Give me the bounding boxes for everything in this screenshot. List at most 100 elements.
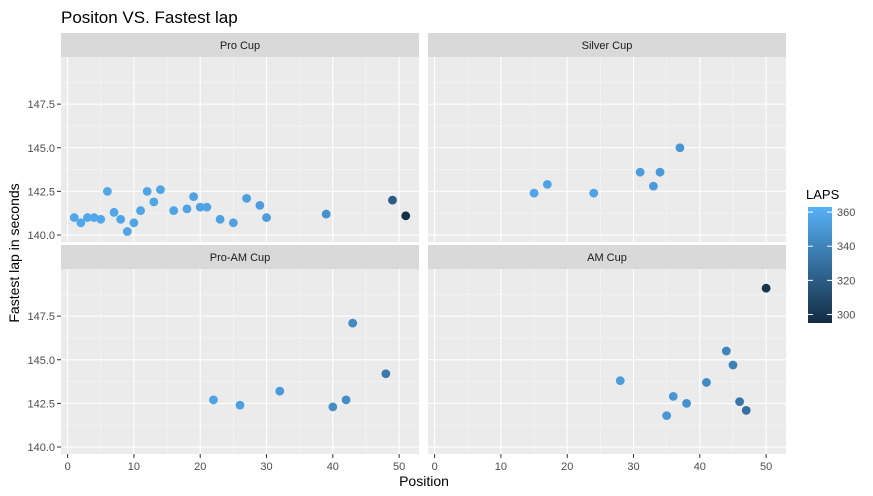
panel-background xyxy=(428,269,786,454)
x-tick-label: 0 xyxy=(432,461,438,473)
legend-title: LAPS xyxy=(806,187,840,202)
data-point xyxy=(215,214,225,224)
data-point xyxy=(381,369,391,379)
data-point xyxy=(136,206,145,215)
data-point xyxy=(202,202,212,212)
data-point xyxy=(321,209,331,219)
data-point xyxy=(169,206,179,215)
data-point xyxy=(122,227,132,236)
chart-title: Positon VS. Fastest lap xyxy=(61,8,238,27)
y-tick-label: 142.5 xyxy=(27,398,55,410)
legend-colorbar xyxy=(808,207,832,323)
x-tick-label: 30 xyxy=(627,461,639,473)
data-point xyxy=(662,411,672,421)
panel-3: Pro-AM Cup xyxy=(61,245,419,454)
data-point xyxy=(542,180,552,189)
data-point xyxy=(348,318,358,328)
legend-tick-label: 360 xyxy=(837,207,855,219)
data-point xyxy=(721,346,731,356)
panel-strip xyxy=(428,245,786,269)
panel-strip-label: AM Cup xyxy=(587,252,627,264)
y-tick-label: 140.0 xyxy=(27,442,55,454)
data-point xyxy=(341,395,351,405)
data-point xyxy=(209,395,218,405)
data-point xyxy=(242,193,252,203)
data-point xyxy=(388,195,397,205)
data-point xyxy=(401,211,411,221)
data-point xyxy=(109,207,119,217)
panel-background xyxy=(61,269,419,454)
y-tick-label: 147.5 xyxy=(27,311,55,323)
panel-background xyxy=(428,57,786,242)
y-tick-label: 147.5 xyxy=(27,99,55,111)
panel-1: Pro Cup xyxy=(61,33,419,242)
data-point xyxy=(655,167,665,177)
x-tick-label: 0 xyxy=(65,461,71,473)
x-tick-label: 20 xyxy=(194,461,206,473)
data-point xyxy=(69,213,79,222)
data-point xyxy=(156,185,165,195)
panel-4: AM Cup xyxy=(428,245,786,454)
data-point xyxy=(255,200,265,210)
data-point xyxy=(728,360,738,370)
data-point xyxy=(741,405,751,415)
panel-strip xyxy=(61,33,419,57)
data-point xyxy=(103,186,112,196)
panel-strip-label: Silver Cup xyxy=(582,40,633,52)
data-point xyxy=(702,378,711,387)
legend-tick-label: 300 xyxy=(837,309,855,321)
data-point xyxy=(275,386,285,396)
data-point xyxy=(83,213,92,222)
data-point xyxy=(189,192,198,202)
data-point xyxy=(675,143,685,153)
data-point xyxy=(668,392,678,401)
x-tick-label: 40 xyxy=(327,461,339,473)
panel-background xyxy=(61,57,419,242)
data-point xyxy=(529,188,539,198)
legend-tick-label: 320 xyxy=(837,275,855,287)
data-point xyxy=(228,218,238,228)
x-tick-label: 30 xyxy=(260,461,272,473)
panel-strip xyxy=(428,33,786,57)
data-point xyxy=(76,218,86,228)
data-point xyxy=(262,213,271,222)
data-point xyxy=(235,400,245,410)
data-point xyxy=(761,283,771,293)
y-tick-label: 145.0 xyxy=(27,143,55,155)
y-axis-title: Fastest lap in seconds xyxy=(6,183,22,322)
data-point xyxy=(182,204,192,214)
legend-tick-label: 340 xyxy=(837,241,855,253)
axes-layer: 140.0 142.5 145.0 147.5 140.0 142.5 145.0 147.5… xyxy=(27,99,772,473)
panels-layer: Pro Cup Silver Cup Pro-AM Cup AM Cup xyxy=(61,33,786,454)
data-point xyxy=(89,213,99,222)
data-point xyxy=(589,188,599,198)
x-tick-label: 20 xyxy=(561,461,573,473)
panel-2: Silver Cup xyxy=(428,33,786,242)
data-point xyxy=(149,197,159,207)
panel-strip-label: Pro-AM Cup xyxy=(210,252,271,264)
x-tick-label: 50 xyxy=(760,461,772,473)
panel-strip-label: Pro Cup xyxy=(220,40,260,52)
data-point xyxy=(195,202,205,212)
data-point xyxy=(116,214,126,224)
x-tick-label: 10 xyxy=(495,461,507,473)
y-tick-label: 140.0 xyxy=(27,230,55,242)
data-point xyxy=(142,186,152,196)
data-point xyxy=(735,397,744,407)
x-axis-title: Position xyxy=(399,473,449,489)
data-point xyxy=(649,181,658,191)
y-tick-label: 145.0 xyxy=(27,355,55,367)
data-point xyxy=(615,376,625,386)
panel-strip xyxy=(61,245,419,269)
x-tick-label: 50 xyxy=(393,461,405,473)
y-tick-label: 142.5 xyxy=(27,186,55,198)
data-point xyxy=(129,218,139,228)
data-point xyxy=(635,167,645,177)
legend: LAPS 300 320 340 360 xyxy=(806,187,855,323)
x-tick-label: 10 xyxy=(128,461,140,473)
data-point xyxy=(682,398,691,408)
data-point xyxy=(328,402,338,412)
data-point xyxy=(96,214,106,224)
x-tick-label: 40 xyxy=(694,461,706,473)
